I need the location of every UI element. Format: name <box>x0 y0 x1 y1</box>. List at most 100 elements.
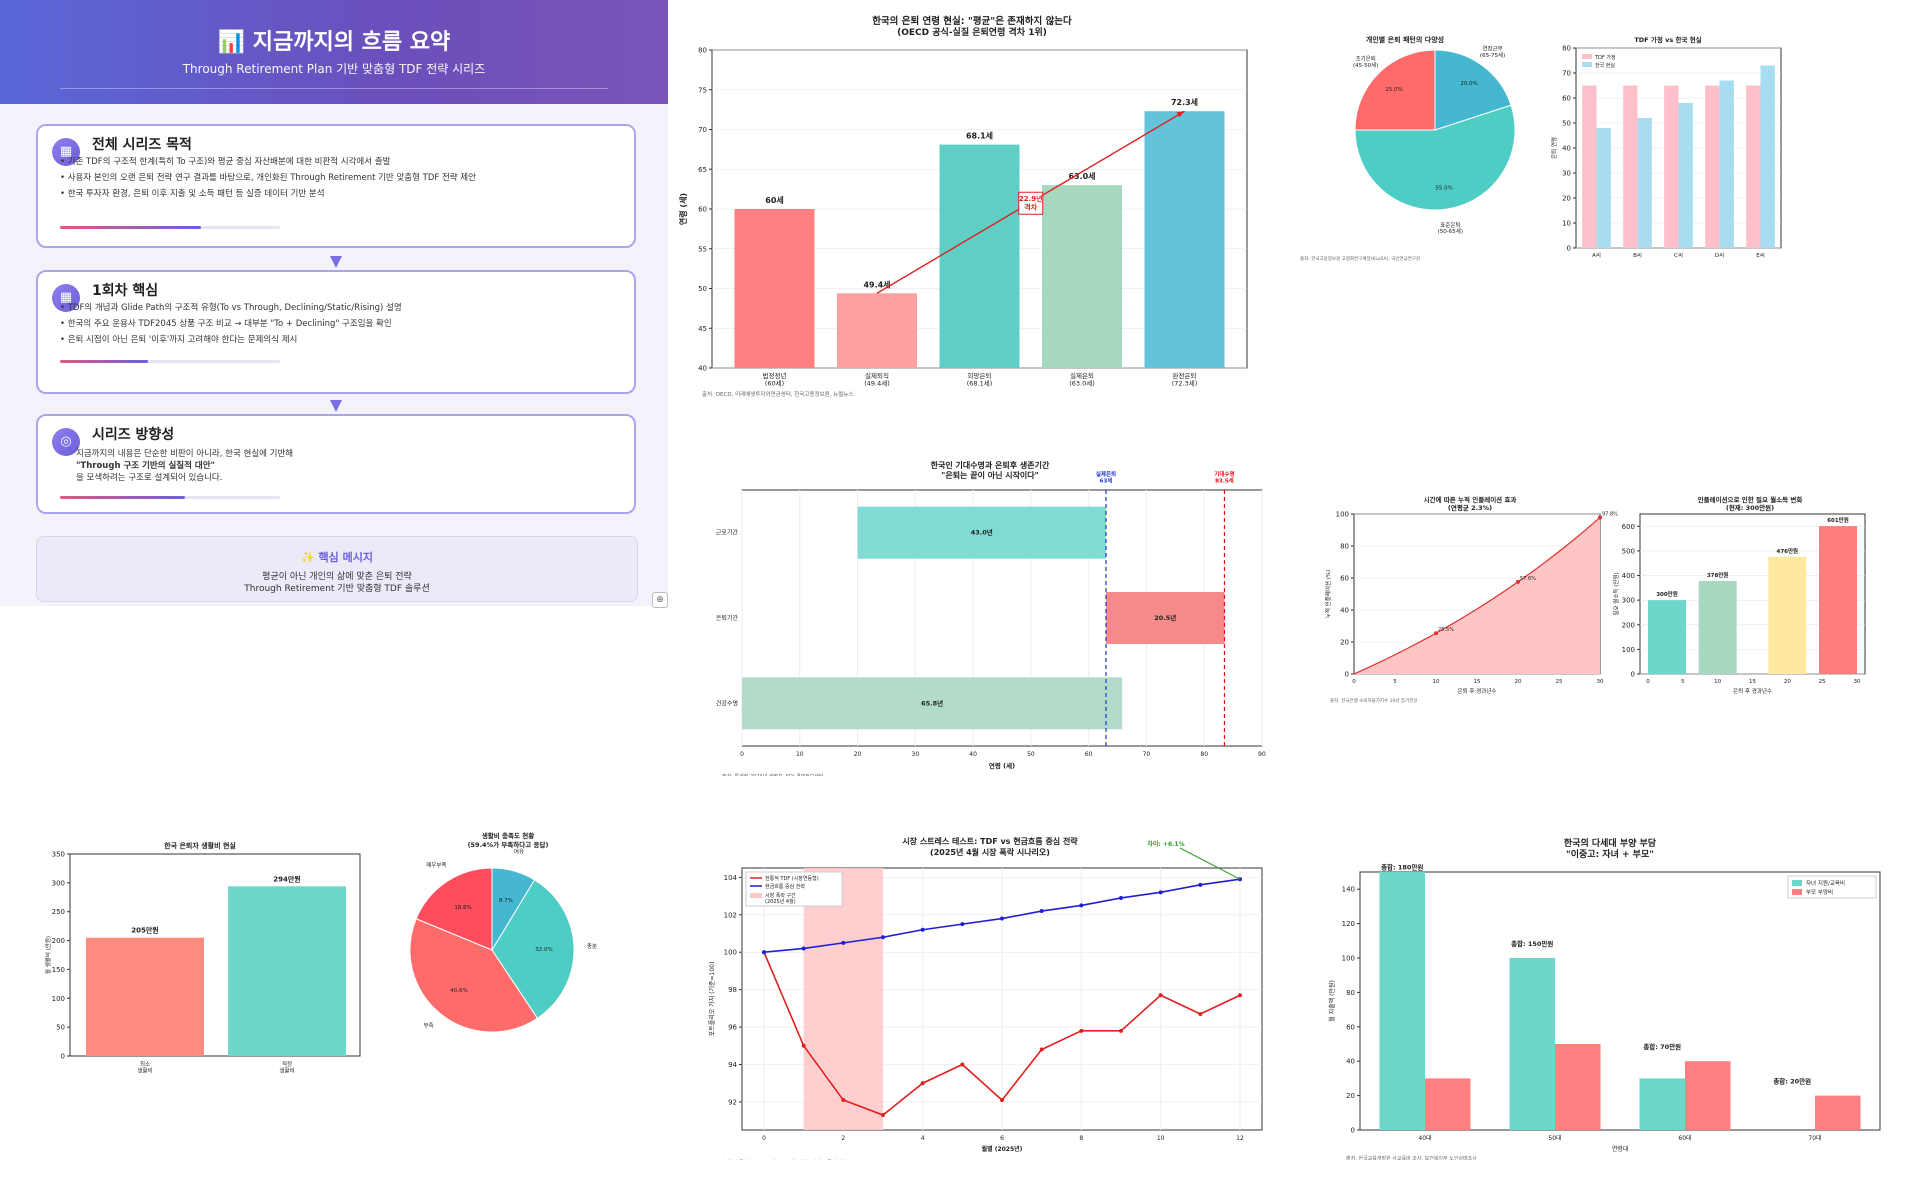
y-tick-label: 200 <box>52 937 65 945</box>
x-tick-label: 50 <box>1027 751 1035 758</box>
data-label: 476만원 <box>1777 547 1799 555</box>
x-tick-label: 15 <box>1474 679 1481 685</box>
bar <box>1768 556 1807 674</box>
y-tick-label: 104 <box>724 874 738 882</box>
bar <box>734 209 815 368</box>
target-icon: ◎ <box>52 428 80 456</box>
chart-title: 개인별 은퇴 패턴의 다양성 <box>1366 35 1444 44</box>
x-tick-label: 10 <box>1714 679 1721 685</box>
summary-title: 📊 지금까지의 흐름 요약 <box>217 30 451 55</box>
y-axis-label: 누적 인플레이션 (%) <box>1324 570 1332 618</box>
list-item: • 기존 TDF의 구조적 한계(특히 To 구조)와 평균 중심 자산배분에 … <box>60 157 391 167</box>
data-point <box>1119 1028 1123 1033</box>
card-title: 1회차 핵심 <box>92 283 159 299</box>
chart-subtitle: (2025년 4월 시장 폭락 시나리오) <box>930 847 1050 857</box>
slice-pct: 8.7% <box>499 898 513 904</box>
legend-swatch <box>750 893 762 898</box>
x-tick-label: 30 <box>1597 679 1604 685</box>
y-tick-label: 60 <box>1340 575 1349 583</box>
x-tick-label: 실제은퇴 (63.0세) <box>1069 371 1095 387</box>
y-tick-label: 80 <box>1562 45 1571 53</box>
data-point <box>1516 579 1520 584</box>
slice-label: 매우부족 <box>426 861 446 869</box>
legend-label: 한국 현실 <box>1595 62 1615 69</box>
y-tick-label: 102 <box>724 911 737 919</box>
x-axis-label: 은퇴 후 경과년수 <box>1733 687 1772 695</box>
bar <box>1637 118 1652 248</box>
data-point <box>881 1113 885 1118</box>
bar <box>1685 1061 1731 1130</box>
y-tick-label: 0 <box>1567 245 1571 253</box>
data-label: 25.5% <box>1438 627 1454 633</box>
chart-source: 출처: 통계청 2023년 생명표, KDI 경제정보센터 <box>722 773 824 776</box>
x-tick-label: 20 <box>854 751 862 758</box>
slice-label: 조기은퇴 (45-50세) <box>1353 55 1378 69</box>
data-point <box>801 946 806 951</box>
chart-living-cost: 한국 은퇴자 생활비 현실 0 50 100 150 200 250 300 350 월 생활비 … <box>44 841 361 1074</box>
bar <box>1425 1078 1471 1130</box>
x-tick-label: 실제퇴직 (49.4세) <box>864 371 890 387</box>
x-tick-label: A씨 <box>1592 253 1601 259</box>
annotation-line <box>1179 847 1241 880</box>
y-tick-label: 40 <box>698 365 707 373</box>
data-point <box>1434 631 1438 636</box>
y-tick-label: 50 <box>56 1024 65 1032</box>
y-tick-label: 100 <box>1622 646 1635 654</box>
data-point <box>881 935 885 940</box>
data-point <box>1238 993 1242 998</box>
list-item: 을 모색하려는 구조로 설계되어 있습니다. <box>76 473 223 483</box>
y-tick-label: 40 <box>1340 607 1349 615</box>
y-tick-label: 55 <box>698 245 707 253</box>
slice-pct: 18.8% <box>454 905 471 911</box>
bar <box>1144 111 1225 368</box>
legend-swatch <box>1792 889 1802 895</box>
bar <box>1042 185 1122 368</box>
x-tick-label: 12 <box>1236 1135 1244 1142</box>
chart-title: TDF 가정 vs 한국 현실 <box>1634 35 1701 44</box>
bar <box>1678 103 1693 248</box>
summary-panel: 📊 지금까지의 흐름 요약 Through Retirement Plan 기반… <box>0 0 668 608</box>
slice-label: 연장근무 (65-75세) <box>1480 45 1505 59</box>
y-tick-label: 200 <box>1622 621 1635 629</box>
y-axis-label: 포트폴리오 가치 (기준=100) <box>708 962 716 1037</box>
data-point <box>1000 1098 1004 1103</box>
y-tick-label: 60 <box>698 206 707 214</box>
data-point <box>1079 1028 1084 1033</box>
data-label: 63.0세 <box>1068 171 1095 181</box>
slice-pct: 20.0% <box>1460 81 1477 87</box>
zoom-icon[interactable]: ⊕ <box>652 592 668 608</box>
bar <box>1555 1044 1601 1130</box>
card-title: 전체 시리즈 목적 <box>92 137 192 153</box>
summary-header: 📊 지금까지의 흐름 요약 Through Retirement Plan 기반… <box>0 0 668 104</box>
chart-subtitle: (OECD 공식-실질 은퇴연령 격차 1위) <box>897 26 1047 38</box>
y-tick-label: 50 <box>1562 120 1571 128</box>
bar <box>1379 872 1425 1130</box>
x-axis-label: 연령대 <box>1612 1145 1629 1153</box>
x-tick-label: 0 <box>762 1135 766 1142</box>
data-label: 205만원 <box>131 926 159 935</box>
x-tick-label: 30 <box>912 751 920 758</box>
bar <box>1705 85 1720 248</box>
chart-retirement-age: 한국의 은퇴 연령 현실: "평균"은 존재하지 않는다(OECD 공식-실질 … <box>678 15 1248 398</box>
down-arrow-icon <box>330 256 342 268</box>
data-point <box>841 1098 846 1103</box>
data-label: 60세 <box>765 195 784 205</box>
card-progress <box>60 226 280 229</box>
pie-slice <box>410 918 539 1033</box>
chart-source: 출처: 한국고용정보원 고령화연구패널(KLoSA), 국민연금연구원 <box>1300 255 1420 262</box>
progress-fill <box>60 360 148 363</box>
x-tick-label: 4 <box>921 1135 925 1142</box>
bar <box>1815 1095 1861 1130</box>
chart-subtitle: (연평균 2.3%) <box>1448 503 1492 512</box>
y-tick-label: 0 <box>61 1053 65 1061</box>
data-point <box>1158 993 1163 998</box>
x-tick-label: 40 <box>969 751 977 758</box>
slice-label: 여유 <box>514 848 524 856</box>
legend-swatch <box>1582 54 1592 59</box>
key-message-title: ✨ 핵심 메시지 <box>301 551 373 564</box>
data-point <box>1198 1011 1203 1016</box>
bar <box>1596 128 1611 248</box>
y-axis-label: 필요 월소득 (만원) <box>1612 572 1620 615</box>
chart-title: 생활비 충족도 현황 <box>482 831 534 840</box>
pie-slice <box>1434 49 1512 131</box>
